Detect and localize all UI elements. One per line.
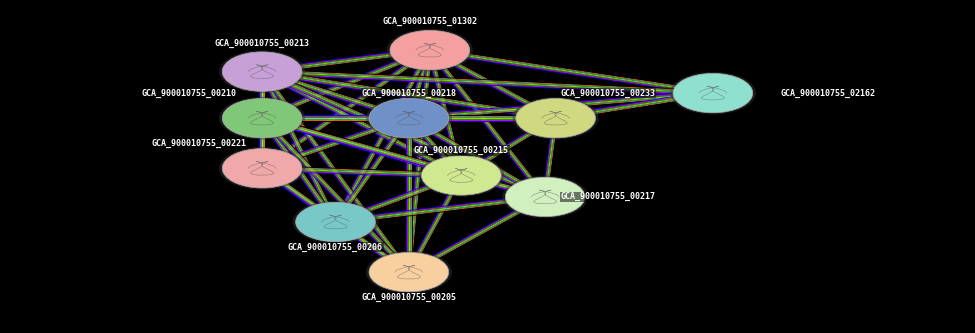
Text: GCA_900010755_01302: GCA_900010755_01302 bbox=[382, 17, 478, 26]
Ellipse shape bbox=[421, 156, 501, 195]
Text: GCA_900010755_00218: GCA_900010755_00218 bbox=[362, 89, 456, 98]
Ellipse shape bbox=[292, 201, 378, 243]
Text: GCA_900010755_00221: GCA_900010755_00221 bbox=[152, 139, 247, 148]
Ellipse shape bbox=[219, 97, 305, 140]
Ellipse shape bbox=[222, 52, 302, 91]
Text: GCA_900010755_00210: GCA_900010755_00210 bbox=[141, 89, 236, 98]
Text: GCA_900010755_00206: GCA_900010755_00206 bbox=[288, 242, 383, 252]
Ellipse shape bbox=[219, 50, 305, 93]
Text: GCA_900010755_00213: GCA_900010755_00213 bbox=[214, 38, 310, 48]
Ellipse shape bbox=[670, 72, 756, 114]
Ellipse shape bbox=[369, 99, 448, 138]
Ellipse shape bbox=[222, 149, 302, 188]
Text: GCA_900010755_02162: GCA_900010755_02162 bbox=[781, 89, 876, 98]
Text: GCA_900010755_00233: GCA_900010755_00233 bbox=[561, 89, 655, 98]
Ellipse shape bbox=[387, 29, 473, 71]
Text: GCA_900010755_00215: GCA_900010755_00215 bbox=[413, 146, 509, 155]
Text: GCA_900010755_00217: GCA_900010755_00217 bbox=[561, 192, 655, 201]
Ellipse shape bbox=[505, 177, 585, 217]
Ellipse shape bbox=[418, 154, 504, 197]
Ellipse shape bbox=[516, 99, 596, 138]
Ellipse shape bbox=[222, 99, 302, 138]
Ellipse shape bbox=[502, 176, 588, 218]
Ellipse shape bbox=[513, 97, 599, 140]
Ellipse shape bbox=[369, 252, 448, 292]
Ellipse shape bbox=[219, 147, 305, 189]
Text: GCA_900010755_00205: GCA_900010755_00205 bbox=[362, 293, 456, 302]
Ellipse shape bbox=[390, 30, 470, 70]
Ellipse shape bbox=[366, 97, 451, 140]
Ellipse shape bbox=[673, 73, 753, 113]
Ellipse shape bbox=[366, 251, 451, 293]
Ellipse shape bbox=[295, 202, 375, 242]
